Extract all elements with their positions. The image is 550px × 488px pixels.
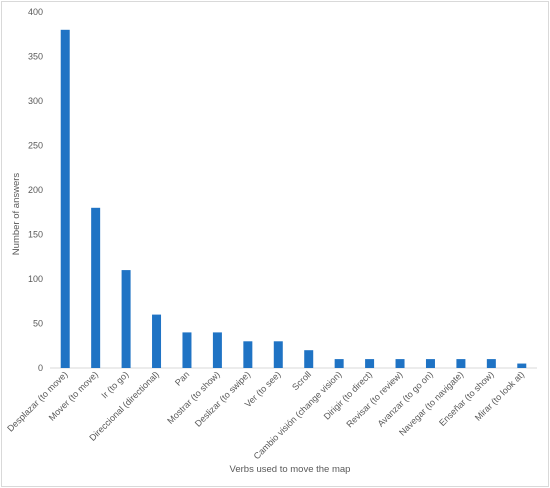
x-tick-label: Mostrar (to show) (165, 369, 222, 426)
x-tick-label: Ir (to go) (99, 369, 130, 400)
y-tick-label: 350 (28, 52, 43, 62)
x-tick-label: Deslizar (to swipe) (193, 369, 252, 428)
x-tick-label: Avanzar (to go on) (376, 369, 435, 428)
x-axis-ticks: Desplazar (to move)Mover (to move) Ir (to… (5, 369, 526, 461)
y-tick-label: 150 (28, 230, 43, 240)
y-tick-label: 400 (28, 7, 43, 17)
x-tick-label: Enseñar (to show) (437, 369, 496, 428)
bar (517, 363, 527, 368)
x-axis-title: Verbs used to move the map (230, 464, 351, 475)
y-tick-label: 0 (38, 363, 43, 373)
y-tick-label: 250 (28, 141, 43, 151)
bar (182, 332, 192, 368)
bar (212, 332, 222, 368)
bar (91, 207, 101, 368)
y-tick-label: 100 (28, 274, 43, 284)
bar (243, 341, 253, 368)
y-tick-label: 50 (33, 319, 43, 329)
bar (273, 341, 283, 368)
bar (121, 270, 131, 368)
y-tick-label: 300 (28, 96, 43, 106)
bar (486, 359, 496, 368)
bars (60, 29, 527, 369)
bar (425, 359, 435, 368)
x-tick-label: Scroll (290, 369, 313, 392)
bar (456, 359, 466, 368)
bar (334, 359, 344, 368)
bar (304, 350, 314, 368)
y-axis-title: Number of answers (11, 173, 22, 256)
y-tick-label: 200 (28, 185, 43, 195)
x-tick-label: Pan (173, 369, 191, 387)
y-axis-ticks: 0 50 100 150 200 250 300 350 400 (28, 7, 43, 373)
bar (365, 359, 375, 368)
x-tick-label: Revisar (to review) (344, 369, 404, 429)
bar (60, 29, 70, 369)
bar (395, 359, 405, 368)
bar (152, 314, 162, 368)
